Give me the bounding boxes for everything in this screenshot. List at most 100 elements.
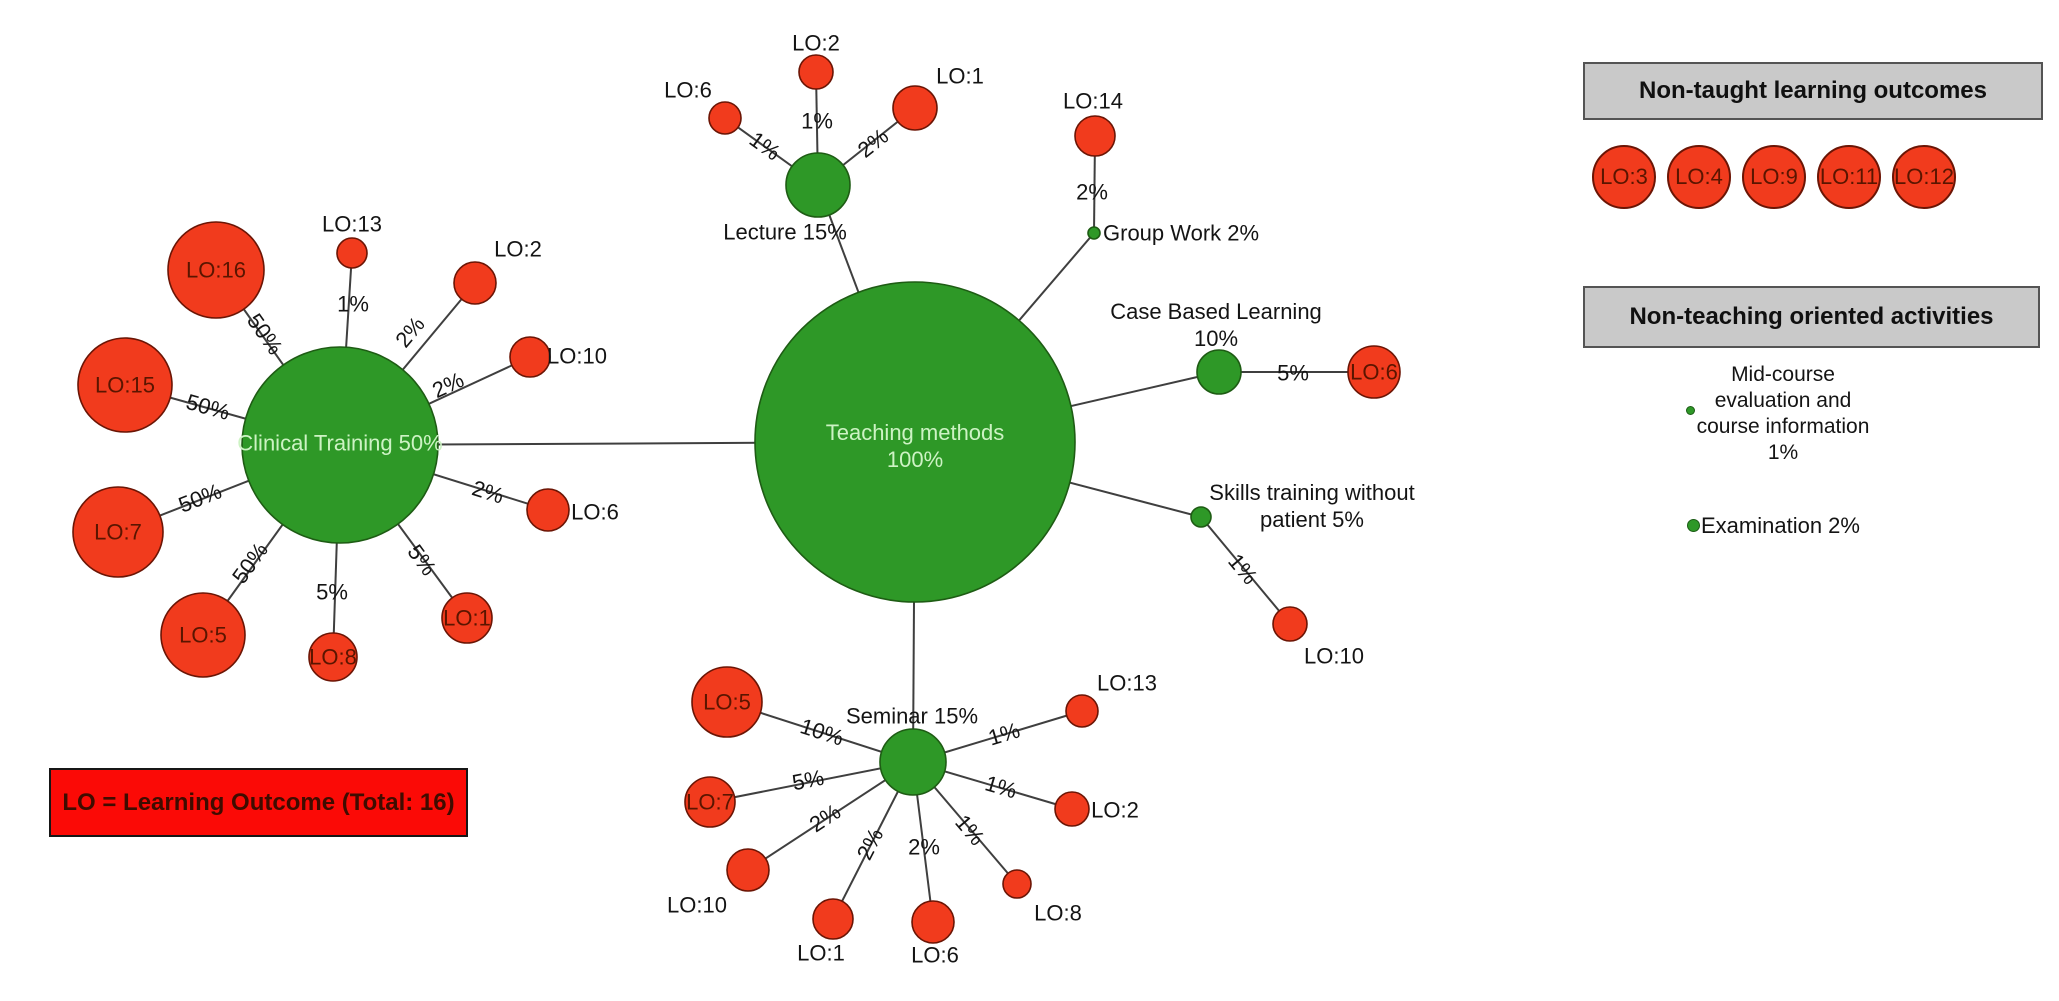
edge-label-clinical-cl_lo5: 50% (227, 538, 273, 588)
node-label-sem_lo8: LO:8 (1034, 901, 1082, 926)
node-lec_lo1 (892, 85, 938, 131)
edge-label-groupwork-gw_lo14: 2% (1076, 180, 1108, 205)
node-label-cl_lo7: LO:7 (94, 520, 142, 545)
edge-label-seminar-sem_lo7: 5% (790, 765, 826, 796)
node-label-sem_lo2: LO:2 (1091, 798, 1139, 823)
node-label-lecture: Lecture 15% (723, 220, 847, 245)
node-cl_lo10 (509, 336, 551, 378)
node-label-cl_lo8: LO:8 (309, 645, 357, 670)
non-taught-outcomes-row: LO:3 LO:4 LO:9 LO:11 LO:12 (1592, 145, 1956, 209)
node-seminar (879, 728, 947, 796)
non-teaching-panel-header: Non-teaching oriented activities (1583, 286, 2040, 348)
node-cbl (1196, 349, 1242, 395)
node-cl_lo13 (336, 237, 368, 269)
edge-label-clinical-cl_lo10: 2% (428, 367, 467, 403)
mid-course-dot-icon (1686, 406, 1695, 415)
node-sem_lo5 (691, 666, 763, 738)
node-sem_lo13 (1065, 694, 1099, 728)
edge-label-clinical-cl_lo15: 50% (183, 389, 232, 425)
node-label-seminar: Seminar 15% (846, 704, 978, 729)
edge-label-clinical-cl_lo6: 2% (469, 475, 507, 508)
edge-label-seminar-sem_lo1: 2% (852, 824, 889, 864)
node-label-cbl: 10% (1194, 326, 1238, 351)
node-label-sk_lo10: LO:10 (1304, 644, 1364, 669)
node-label-clinical: Clinical Training 50% (237, 431, 442, 456)
non-taught-outcome-circle: LO:12 (1892, 145, 1956, 209)
node-label-cl_lo16: LO:16 (186, 258, 246, 283)
edge-label-seminar-sem_lo10: 2% (805, 799, 845, 837)
node-label-sem_lo5: LO:5 (703, 690, 751, 715)
node-label-lec_lo6: LO:6 (664, 78, 712, 103)
node-label-sem_lo13: LO:13 (1097, 671, 1157, 696)
node-clinical (241, 346, 439, 544)
edge-label-lecture-lec_lo6: 1% (745, 127, 785, 166)
node-label-sem_lo7: LO:7 (686, 790, 734, 815)
edge-seminar-sem_lo7 (709, 761, 914, 803)
mid-course-label-line: 1% (1767, 441, 1799, 464)
edge-label-seminar-sem_lo6: 2% (908, 835, 940, 860)
mid-course-label-line: Mid-course (1731, 363, 1835, 386)
node-cl_lo2 (453, 261, 497, 305)
node-label-cl_lo10: LO:10 (547, 344, 607, 369)
node-gw_lo14 (1074, 115, 1116, 157)
node-cl_lo5 (160, 592, 246, 678)
node-sem_lo7 (684, 776, 736, 828)
legend-note-box: LO = Learning Outcome (Total: 16) (49, 768, 468, 837)
node-label-cl_lo2: LO:2 (494, 237, 542, 262)
mid-course-label-line: evaluation and (1714, 389, 1852, 412)
node-cl_lo7 (72, 486, 164, 578)
node-skills (1190, 506, 1212, 528)
mid-course-label: Mid-course evaluation and course informa… (1663, 362, 1903, 466)
non-taught-outcome-circle: LO:4 (1667, 145, 1731, 209)
edge-skills-sk_lo10 (1200, 516, 1291, 625)
edge-label-clinical-cl_lo8: 5% (316, 580, 348, 605)
node-label-sem_lo6: LO:6 (911, 943, 959, 968)
node-label-lec_lo1: LO:1 (936, 64, 984, 89)
node-label-skills: patient 5% (1260, 507, 1364, 532)
node-cbl_lo6 (1347, 345, 1401, 399)
node-label-teaching: Teaching methods (826, 420, 1005, 445)
node-label-sem_lo1: LO:1 (797, 941, 845, 966)
node-sem_lo1 (812, 898, 854, 940)
node-cl_lo16 (167, 221, 265, 319)
node-sem_lo8 (1002, 869, 1032, 899)
node-groupwork (1087, 226, 1101, 240)
node-sem_lo2 (1054, 791, 1090, 827)
node-label-cl_lo6: LO:6 (571, 500, 619, 525)
node-sem_lo6 (911, 900, 955, 944)
edge-label-seminar-sem_lo13: 1% (985, 717, 1023, 750)
examination-dot-icon (1687, 519, 1700, 532)
node-label-gw_lo14: LO:14 (1063, 89, 1123, 114)
mid-course-label-line: course information (1696, 415, 1870, 438)
non-taught-panel-header: Non-taught learning outcomes (1583, 62, 2043, 120)
edge-label-clinical-cl_lo7: 50% (175, 478, 225, 517)
node-teaching (754, 281, 1076, 603)
node-sem_lo10 (726, 848, 770, 892)
node-label-cl_lo13: LO:13 (322, 212, 382, 237)
node-label-cl_lo5: LO:5 (179, 623, 227, 648)
non-taught-outcome-circle: LO:11 (1817, 145, 1881, 209)
edge-label-clinical-cl_lo13: 1% (337, 292, 369, 317)
examination-label: Examination 2% (1701, 513, 1860, 538)
node-label-cbl: Case Based Learning (1110, 299, 1322, 324)
non-taught-outcome-circle: LO:3 (1592, 145, 1656, 209)
node-label-cl_lo15: LO:15 (95, 373, 155, 398)
edge-label-lecture-lec_lo2: 1% (801, 109, 833, 134)
node-lec_lo2 (798, 54, 834, 90)
node-lecture (785, 152, 851, 218)
edge-label-seminar-sem_lo5: 10% (797, 713, 847, 750)
node-sk_lo10 (1272, 606, 1308, 642)
node-cl_lo15 (77, 337, 173, 433)
node-lec_lo6 (708, 101, 742, 135)
edge-label-seminar-sem_lo2: 1% (982, 770, 1020, 803)
node-cl_lo8 (308, 632, 358, 682)
edge-label-clinical-cl_lo2: 2% (390, 312, 430, 352)
node-cl_lo1 (441, 592, 493, 644)
node-label-cl_lo1: LO:1 (443, 606, 491, 631)
edge-label-cbl-cbl_lo6: 5% (1277, 361, 1309, 386)
non-taught-outcome-circle: LO:9 (1742, 145, 1806, 209)
node-label-lec_lo2: LO:2 (792, 31, 840, 56)
node-label-teaching: 100% (887, 447, 943, 472)
node-label-sem_lo10: LO:10 (667, 893, 727, 918)
